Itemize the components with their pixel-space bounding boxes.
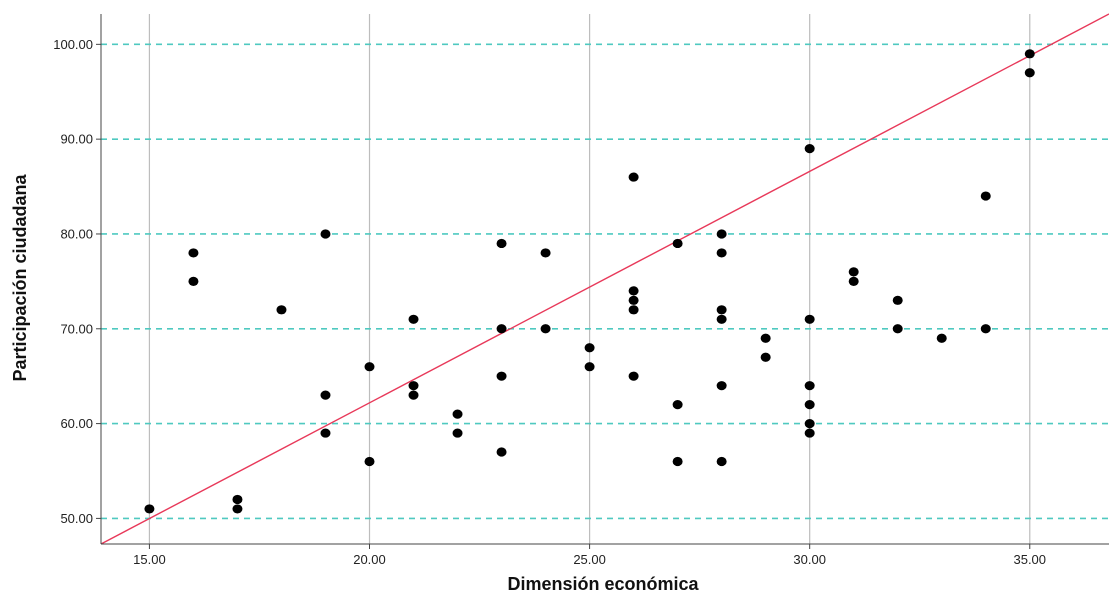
data-point bbox=[804, 428, 815, 438]
data-point bbox=[364, 362, 375, 372]
data-point bbox=[584, 362, 595, 372]
data-point bbox=[232, 504, 243, 514]
data-point bbox=[848, 276, 859, 286]
data-point bbox=[496, 447, 507, 457]
y-tick-label: 80.00 bbox=[60, 226, 93, 241]
data-point bbox=[760, 352, 771, 362]
y-tick-label: 70.00 bbox=[60, 321, 93, 336]
y-tick-label: 90.00 bbox=[60, 132, 93, 147]
data-point bbox=[496, 371, 507, 381]
data-point bbox=[276, 305, 287, 315]
data-point bbox=[452, 409, 463, 419]
data-point bbox=[584, 343, 595, 353]
x-tick-label: 20.00 bbox=[353, 552, 386, 567]
data-point bbox=[848, 267, 859, 277]
data-point bbox=[1024, 68, 1035, 78]
data-point bbox=[188, 276, 199, 286]
data-point bbox=[804, 144, 815, 154]
axes-layer bbox=[100, 14, 1109, 545]
grid-layer bbox=[101, 14, 1109, 544]
data-point bbox=[1024, 49, 1035, 59]
y-axis-title: Participación ciudadana bbox=[10, 173, 30, 381]
data-point bbox=[144, 504, 155, 514]
data-point bbox=[936, 333, 947, 343]
reference-line bbox=[100, 13, 1109, 545]
x-tick-label: 15.00 bbox=[133, 552, 166, 567]
data-point bbox=[804, 381, 815, 391]
x-tick-label: 35.00 bbox=[1013, 552, 1046, 567]
data-point bbox=[716, 305, 727, 315]
x-tick-label: 30.00 bbox=[793, 552, 826, 567]
data-point bbox=[408, 381, 419, 391]
data-point bbox=[452, 428, 463, 438]
data-point bbox=[672, 456, 683, 467]
data-point bbox=[188, 248, 199, 258]
data-point bbox=[364, 456, 375, 467]
data-point bbox=[628, 295, 639, 305]
data-point bbox=[980, 191, 991, 201]
data-point bbox=[804, 314, 815, 324]
y-tick-label: 100.00 bbox=[53, 37, 93, 52]
y-tick-label: 50.00 bbox=[60, 511, 93, 526]
data-point bbox=[496, 238, 507, 249]
x-axis-title: Dimensión económica bbox=[507, 574, 699, 594]
data-point bbox=[496, 324, 507, 334]
data-points-layer bbox=[144, 49, 1035, 514]
data-point bbox=[716, 248, 727, 258]
data-point bbox=[672, 238, 683, 249]
data-point bbox=[540, 324, 551, 334]
data-point bbox=[628, 305, 639, 315]
reference-line-layer bbox=[100, 13, 1109, 545]
data-point bbox=[892, 295, 903, 305]
data-point bbox=[760, 333, 771, 343]
data-point bbox=[672, 400, 683, 410]
data-point bbox=[408, 390, 419, 400]
data-point bbox=[320, 428, 331, 438]
data-point bbox=[804, 400, 815, 410]
data-point bbox=[716, 381, 727, 391]
x-tick-label: 25.00 bbox=[573, 552, 606, 567]
y-tick-label: 60.00 bbox=[60, 416, 93, 431]
data-point bbox=[320, 390, 331, 400]
data-point bbox=[628, 371, 639, 381]
data-point bbox=[628, 286, 639, 296]
data-point bbox=[628, 172, 639, 182]
data-point bbox=[408, 314, 419, 324]
data-point bbox=[716, 229, 727, 239]
data-point bbox=[892, 324, 903, 334]
data-point bbox=[320, 229, 331, 239]
data-point bbox=[716, 456, 727, 467]
data-point bbox=[232, 494, 243, 505]
data-point bbox=[716, 314, 727, 324]
tick-labels-layer: 15.00 20.00 25.00 30.00 35.00 50.00 60.00 70.00… bbox=[53, 37, 1046, 567]
data-point bbox=[540, 248, 551, 258]
data-point bbox=[804, 418, 815, 429]
data-point bbox=[980, 324, 991, 334]
